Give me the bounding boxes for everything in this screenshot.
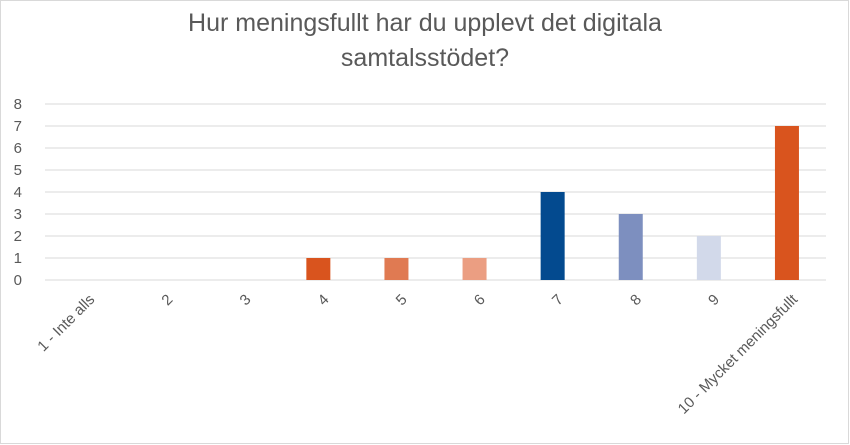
y-tick-label: 8 <box>14 96 22 113</box>
y-tick-label: 5 <box>14 162 22 179</box>
chart-title: Hur meningsfullt har du upplevt det digi… <box>0 6 850 76</box>
gridlines <box>45 103 826 281</box>
bar-10 <box>774 126 799 280</box>
bar-7 <box>540 192 565 280</box>
y-axis-tick-labels: 0 1 2 3 4 5 6 7 8 <box>14 96 22 289</box>
y-tick-label: 1 <box>14 250 22 267</box>
y-tick-label: 6 <box>14 140 22 157</box>
x-tick-label: 8 <box>627 291 645 309</box>
x-tick-label: 1 - Inte alls <box>34 291 98 355</box>
x-tick-label: 3 <box>237 291 255 309</box>
x-tick-label: 9 <box>705 291 723 309</box>
bar-6 <box>462 258 487 280</box>
y-tick-label: 2 <box>14 228 22 245</box>
x-tick-label: 4 <box>315 291 333 309</box>
y-tick-label: 0 <box>14 272 22 289</box>
y-tick-label: 3 <box>14 206 22 223</box>
y-tick-label: 7 <box>14 118 22 135</box>
bar-5 <box>384 258 409 280</box>
x-tick-label: 5 <box>393 291 411 309</box>
bar-8 <box>618 214 643 280</box>
x-tick-label: 7 <box>549 291 567 309</box>
chart-title-line-2: samtalsstödet? <box>340 44 510 72</box>
x-axis-tick-labels: 1 - Inte alls 2 3 4 5 6 7 8 910 - Mycket menings… <box>34 291 801 418</box>
y-tick-label: 4 <box>14 184 22 201</box>
bars <box>306 126 799 280</box>
x-tick-label: 2 <box>158 291 176 309</box>
x-tick-label: 10 - Mycket meningsfullt <box>675 291 802 418</box>
chart-title-line-1: Hur meningsfullt har du upplevt det digi… <box>188 9 662 37</box>
x-tick-label: 6 <box>471 291 489 309</box>
bar-4 <box>306 258 331 280</box>
bar-9 <box>696 236 721 280</box>
